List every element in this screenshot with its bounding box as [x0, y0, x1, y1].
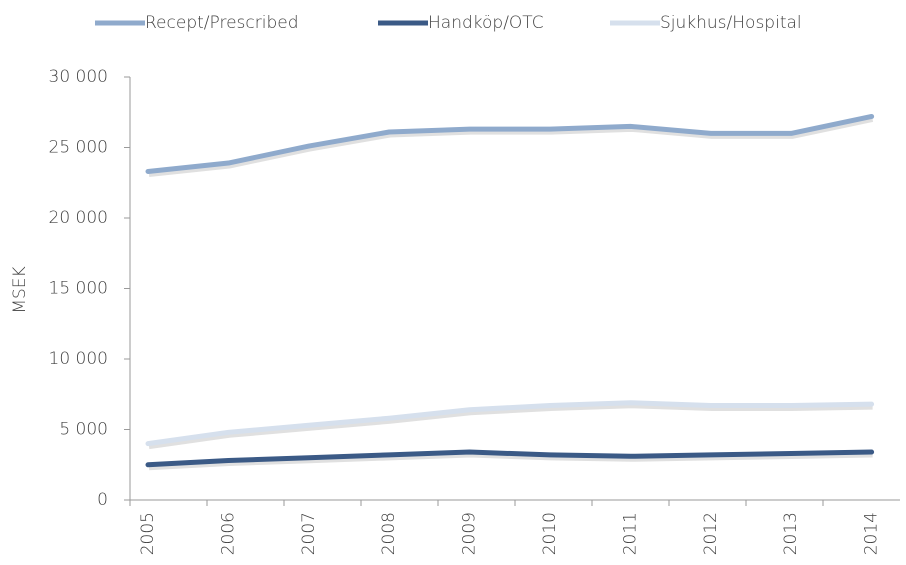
- legend-label: Recept/Prescribed: [145, 13, 298, 33]
- y-tick-label: 15 000: [49, 279, 108, 299]
- x-tick-label: 2005: [138, 512, 158, 555]
- y-tick-label: 0: [97, 490, 108, 510]
- x-tick-label: 2006: [218, 512, 238, 555]
- x-tick-label: 2007: [299, 512, 319, 555]
- series-line: [145, 113, 875, 174]
- x-tick-label: 2010: [540, 512, 560, 555]
- series-line: [145, 449, 875, 468]
- line-shadow: [148, 117, 874, 177]
- y-tick-label: 30 000: [49, 67, 108, 87]
- x-tick-label: 2013: [781, 512, 801, 555]
- x-tick-label: 2011: [620, 512, 640, 555]
- y-tick-label: 20 000: [49, 208, 108, 228]
- legend-label: Handköp/OTC: [428, 13, 544, 33]
- x-tick-label: 2012: [701, 512, 721, 555]
- x-tick-label: 2008: [379, 512, 399, 555]
- x-tick-label: 2009: [460, 512, 480, 555]
- legend-label: Sjukhus/Hospital: [660, 13, 802, 33]
- series-line: [145, 400, 875, 447]
- y-tick-label: 5 000: [59, 420, 108, 440]
- x-tick-label: 2014: [862, 512, 882, 555]
- y-tick-label: 10 000: [49, 349, 108, 369]
- line-shadow: [148, 452, 873, 471]
- line-shadow: [148, 403, 873, 450]
- y-axis-label: MSEK: [10, 266, 30, 313]
- y-tick-label: 25 000: [49, 138, 108, 158]
